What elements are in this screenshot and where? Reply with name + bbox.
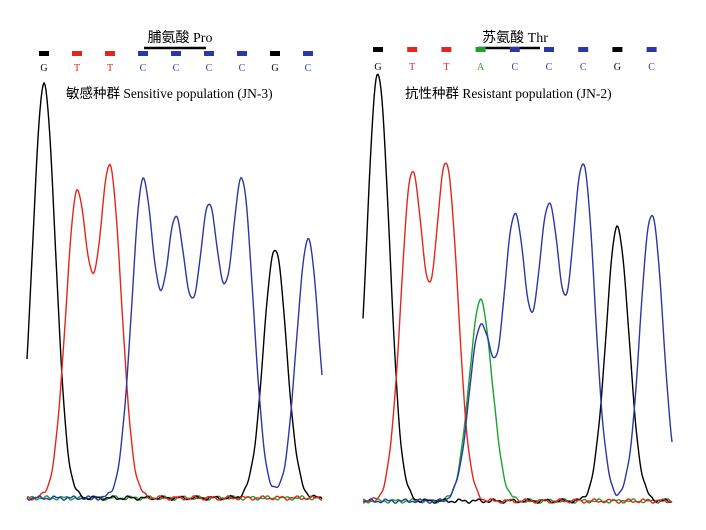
base-letter: C [580,62,587,73]
base-marker [237,51,247,56]
base-marker [105,51,115,56]
panel-sensitive: 脯氨酸 Pro 敏感种群 Sensitive population (JN-3)… [26,30,323,501]
panel-title: 苏氨酸 Thr [482,30,548,46]
base-letter: G [374,62,381,73]
base-letter: G [271,63,278,74]
panel-resistant: 苏氨酸 Thr 抗性种群 Resistant population (JN-2)… [362,30,673,504]
base-marker [646,47,657,52]
trace-T [27,163,323,501]
base-letter: C [305,63,312,74]
base-marker [39,51,49,56]
base-marker [544,47,554,52]
base-marker [373,47,383,52]
base-letter: G [40,63,47,74]
base-marker [138,51,148,56]
base-marker [171,51,181,56]
base-marker [441,47,452,52]
base-letter: T [74,63,80,74]
panel-subtitle: 敏感种群 Sensitive population (JN-3) [66,85,273,101]
base-letter: C [511,62,518,73]
base-letter: T [409,62,415,73]
trace-A [362,298,673,504]
base-letter: C [546,62,553,73]
trace-C [26,176,323,501]
trace-group [26,81,323,501]
base-marker [612,47,623,52]
trace-T [362,162,673,504]
panel-title: 脯氨酸 Pro [148,30,213,46]
base-letter: A [477,62,485,73]
base-letter: T [107,63,113,74]
base-letter: C [140,63,147,74]
base-marker [407,47,418,52]
panel-subtitle: 抗性种群 Resistant population (JN-2) [405,86,612,101]
base-marker [303,51,313,56]
base-letter: C [648,62,655,73]
base-marker [204,51,214,56]
base-marker [578,47,589,52]
base-marker [509,47,520,52]
trace-G [362,73,673,504]
base-letter: C [206,63,213,74]
base-letter: G [614,62,621,73]
trace-G [26,81,323,501]
base-letter: C [239,63,246,74]
trace-group [362,73,673,504]
trace-C [362,163,673,504]
base-marker [270,51,280,56]
base-marker [72,51,82,56]
base-marker [475,47,486,52]
base-letter: T [443,62,449,73]
base-letter: C [173,63,180,74]
